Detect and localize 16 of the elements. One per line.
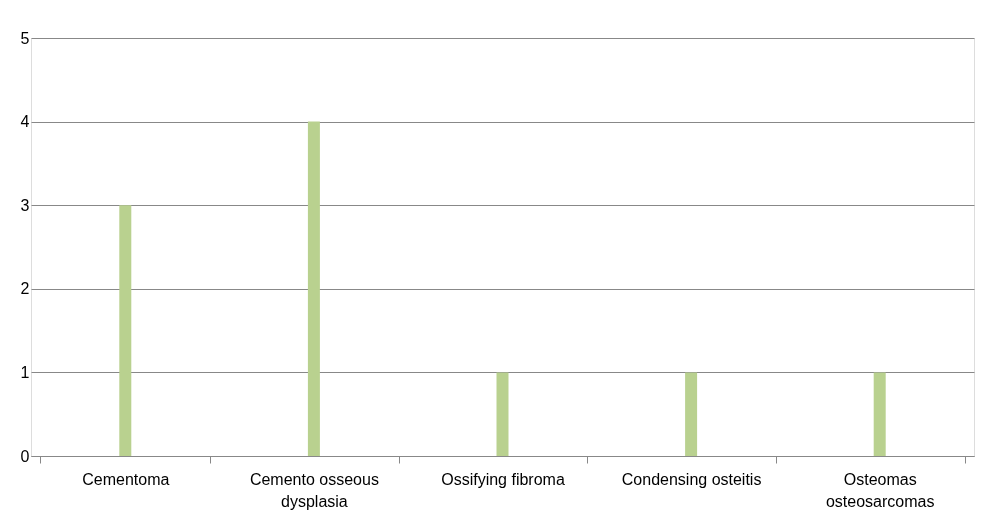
bar (307, 121, 320, 456)
y-tick-label: 0 (20, 447, 30, 465)
x-tick-label: Ossifying fibroma (441, 470, 565, 488)
bar (119, 205, 132, 456)
y-tick-label: 5 (20, 29, 30, 47)
bar (496, 372, 509, 456)
y-tick-label: 2 (20, 280, 30, 298)
y-tick-label: 1 (20, 363, 30, 381)
x-tick-label: Cemento osseous dysplasia (249, 470, 379, 510)
bar (873, 372, 886, 456)
x-tick-label: Cementoma (82, 470, 170, 488)
bar (685, 372, 698, 456)
x-tick-label: Osteomas osteosarcomas (825, 470, 935, 510)
y-tick-label: 4 (20, 113, 30, 131)
x-tick-label: Condensing osteitis (621, 470, 762, 488)
y-tick-label: 3 (20, 196, 30, 214)
